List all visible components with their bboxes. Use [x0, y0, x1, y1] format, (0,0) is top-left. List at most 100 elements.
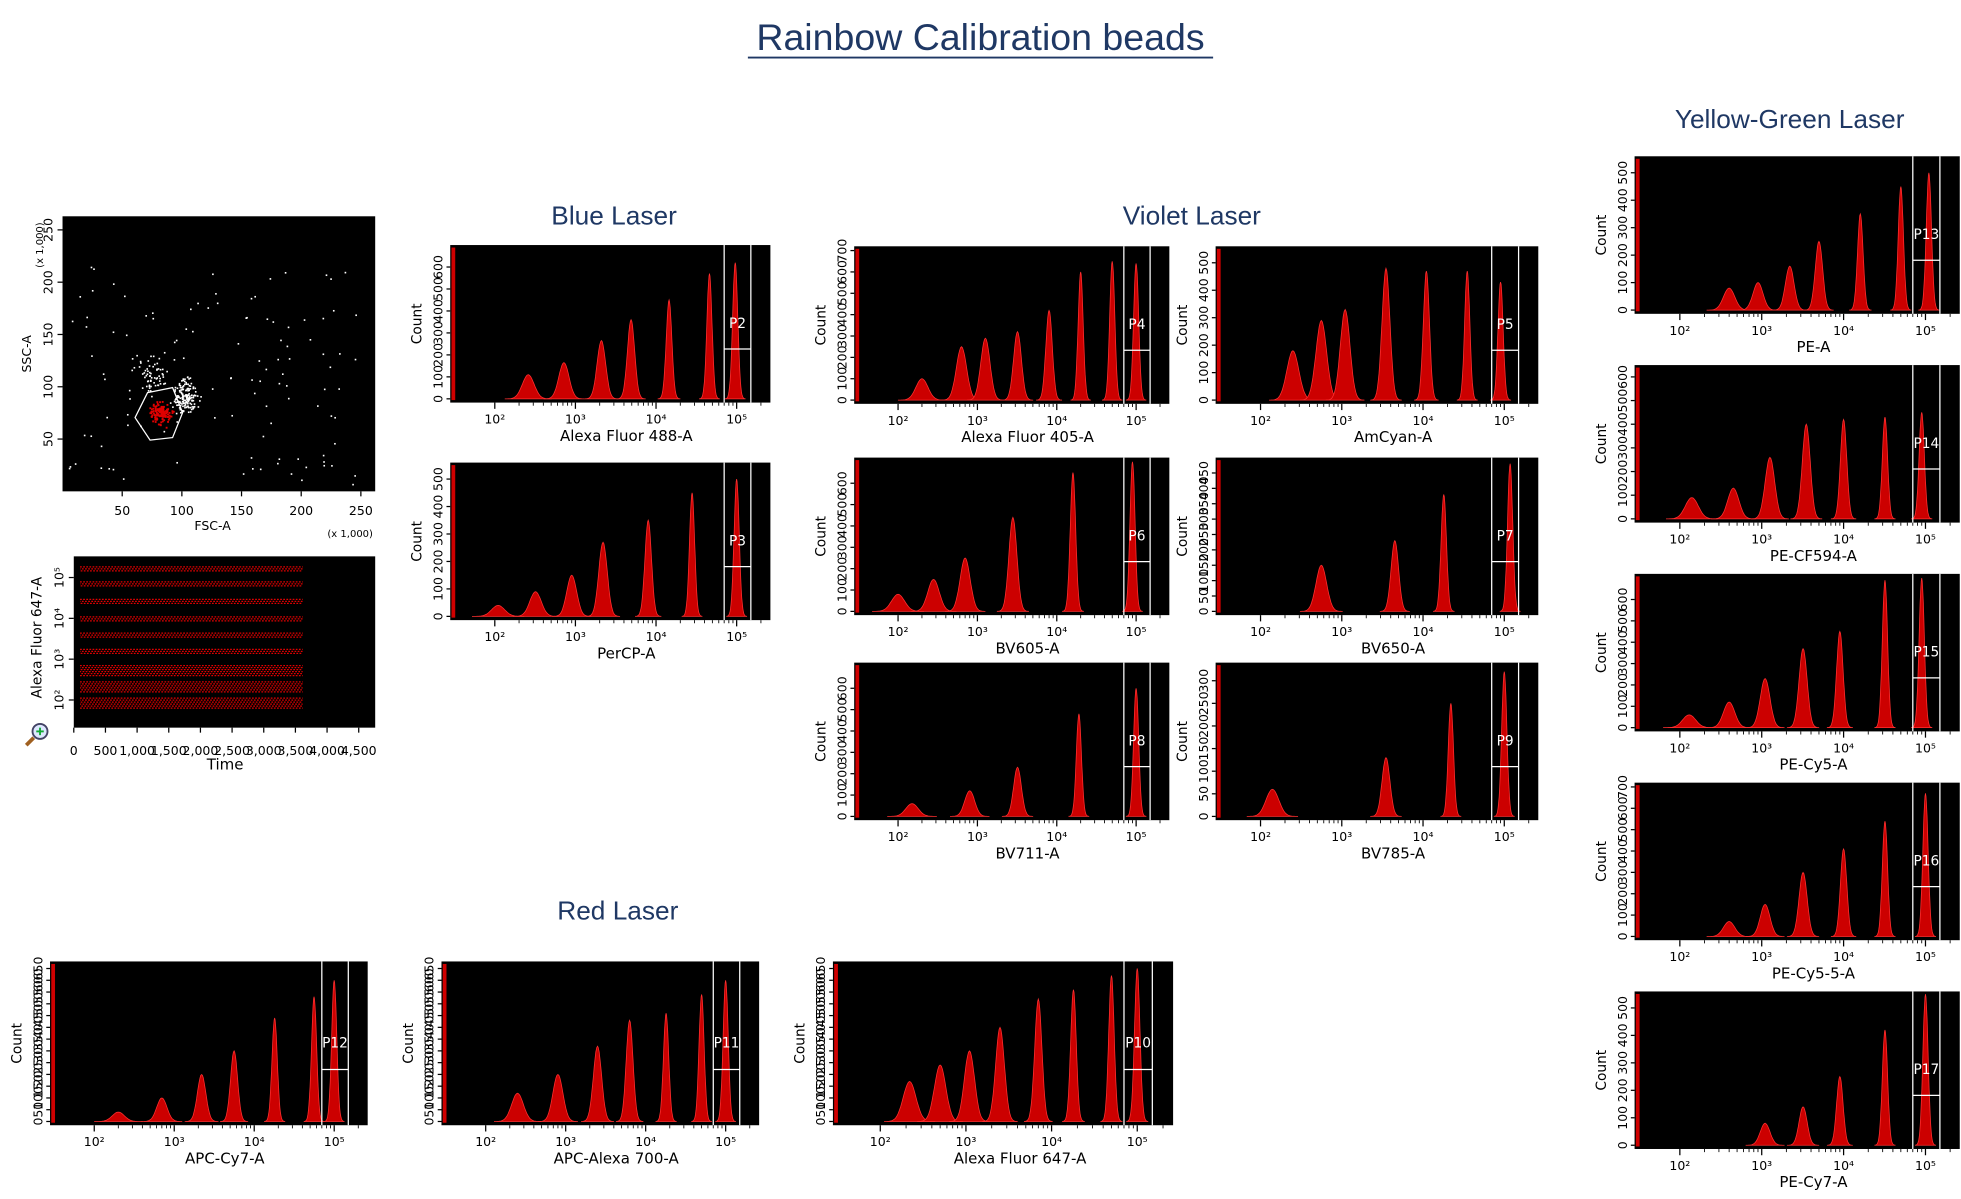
x-tick-label: 10³ — [1751, 949, 1772, 964]
histogram-peak — [1874, 416, 1896, 520]
y-tick-label: 100 — [813, 1086, 828, 1110]
histogram-peak — [1711, 487, 1756, 520]
y-tick-label: 600 — [1615, 588, 1630, 612]
axis-edge-events — [1635, 576, 1640, 729]
histogram-peak — [584, 339, 619, 400]
event-dot — [139, 360, 142, 363]
axis-edge-events — [442, 963, 447, 1123]
y-tick-label: 650 — [813, 957, 828, 981]
event-dot — [112, 283, 115, 285]
gated-dot — [166, 403, 169, 406]
event-dot — [194, 394, 197, 397]
event-dot — [192, 395, 195, 397]
plot-area — [1215, 662, 1539, 821]
event-dot — [100, 445, 103, 448]
gated-dot — [164, 416, 167, 418]
axis-edge-events — [1635, 993, 1640, 1147]
gate-label: P6 — [1128, 528, 1145, 544]
x-tick-label: 10⁵ — [715, 1134, 736, 1149]
event-dot — [151, 395, 153, 398]
gated-dot — [161, 411, 164, 414]
gated-dot — [156, 401, 159, 404]
histogram-peak — [1830, 418, 1857, 520]
histogram-peak — [1750, 456, 1789, 520]
y-tick-label: 200 — [1196, 714, 1211, 738]
y-tick-label: 250 — [1196, 691, 1211, 715]
x-axis-label: Alexa Fluor 647-A — [954, 1149, 1087, 1167]
y-axis-label: Count — [1594, 1049, 1610, 1090]
event-dot — [176, 387, 179, 390]
event-dot — [187, 411, 190, 414]
event-dot — [141, 373, 144, 375]
y-tick-label: 0 — [834, 396, 849, 404]
gate-label: P2 — [729, 316, 746, 332]
y-tick-label: 400 — [430, 299, 445, 323]
event-dot — [277, 462, 279, 465]
y-tick-label: 150 — [40, 323, 55, 347]
section-title: Yellow-Green Laser — [1675, 104, 1905, 134]
event-dot — [174, 399, 177, 401]
y-tick-label: 500 — [834, 281, 849, 305]
y-tick-label: 300 — [30, 1039, 45, 1063]
y-tick-label: 300 — [430, 522, 445, 546]
histogram-peak — [1745, 903, 1785, 937]
histogram-peak — [655, 1013, 677, 1122]
event-dot — [199, 400, 201, 402]
y-tick-label: 10⁵ — [52, 567, 67, 588]
event-dot — [147, 390, 150, 392]
x-tick-label: 10⁵ — [1126, 413, 1147, 428]
event-dot — [184, 405, 186, 407]
histogram-peak — [264, 1017, 286, 1122]
gated-dot — [157, 423, 160, 426]
event-dot — [74, 463, 77, 465]
x-tick-label: 10⁵ — [324, 1134, 345, 1149]
gated-dot — [154, 418, 157, 421]
gated-dot — [150, 412, 153, 415]
histogram-peak — [1036, 309, 1063, 401]
zoom-icon[interactable] — [24, 722, 49, 747]
event-dot — [192, 407, 194, 410]
y-axis-label: Count — [814, 304, 830, 345]
y-tick-label: 100 — [1615, 271, 1630, 295]
event-dot — [329, 366, 332, 369]
x-tick-label: 10³ — [1751, 323, 1772, 338]
event-dot — [339, 353, 341, 355]
event-dot — [148, 384, 151, 387]
histogram-peak — [141, 1097, 183, 1122]
histogram-peak — [1325, 308, 1365, 401]
histogram-peak — [323, 980, 345, 1122]
event-dot — [149, 375, 152, 377]
histogram-peak — [1786, 647, 1820, 729]
y-axis-label: SSC-A — [19, 335, 34, 373]
event-dot — [266, 318, 269, 321]
event-dot — [68, 467, 71, 470]
y-tick-label: 600 — [1615, 796, 1630, 820]
event-dot — [185, 381, 187, 384]
histogram-peak — [691, 994, 712, 1122]
event-dot — [163, 430, 166, 433]
y-tick-label: 100 — [834, 578, 849, 602]
event-dot — [200, 396, 202, 398]
y-tick-label: 200 — [834, 345, 849, 369]
event-dot — [162, 374, 164, 376]
plot-area — [450, 462, 771, 621]
event-dot — [186, 401, 188, 404]
event-dot — [181, 393, 184, 396]
histogram-peak — [1101, 261, 1123, 401]
event-dot — [180, 391, 183, 394]
axis-edge-events — [451, 247, 456, 401]
x-tick-label: 500 — [94, 743, 118, 758]
event-dot — [187, 405, 189, 408]
event-dot — [322, 317, 325, 320]
event-dot — [332, 309, 335, 312]
x-tick-label: 10³ — [967, 829, 988, 844]
y-tick-label: 0 — [1615, 724, 1630, 732]
gated-dot — [158, 410, 160, 413]
event-dot — [176, 395, 179, 397]
y-tick-label: 300 — [1615, 216, 1630, 240]
event-dot — [187, 389, 189, 392]
x-tick-label: 10² — [84, 1134, 105, 1149]
histogram-peak — [1370, 757, 1402, 817]
histogram-peak — [504, 374, 552, 400]
x-axis-label: BV605-A — [995, 639, 1060, 657]
